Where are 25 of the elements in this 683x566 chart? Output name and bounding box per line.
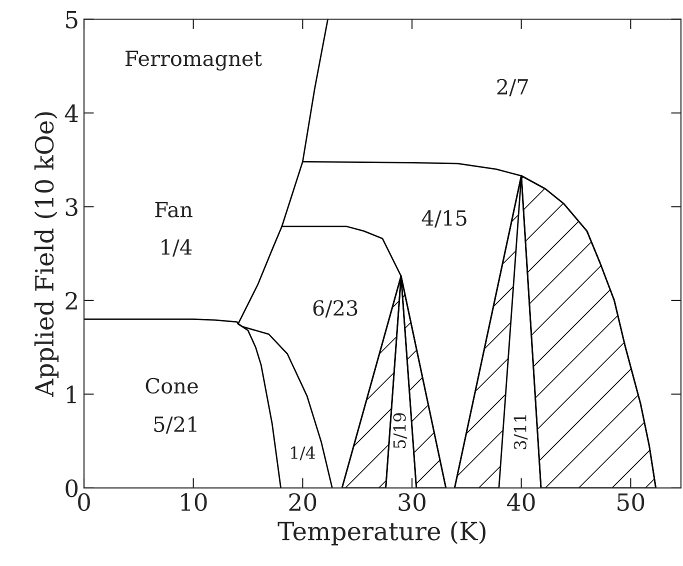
annotation: Cone	[146, 378, 198, 394]
x-tick-label: 50	[618, 493, 644, 512]
annotation: Fan	[155, 202, 192, 218]
annotation: 2/7	[497, 78, 528, 96]
y-tick-label: 5	[66, 11, 78, 29]
annotation: 4/15	[422, 210, 466, 228]
y-axis-title: Applied Field (10 kOe)	[34, 112, 59, 398]
x-axis-title: Temperature (K)	[278, 521, 486, 546]
y-tick-label: 4	[64, 104, 78, 122]
x-tick-label: 10	[181, 493, 207, 512]
annotation: 1/4	[291, 446, 316, 460]
annotation: 5/21	[154, 416, 196, 434]
x-tick-label: 40	[507, 493, 535, 512]
x-tick-label: 30	[398, 493, 426, 512]
y-tick-label: 2	[66, 292, 77, 310]
annotation: 6/23	[313, 300, 358, 318]
y-tick-label: 0	[66, 479, 78, 498]
x-tick-label: 20	[289, 493, 316, 512]
x-tick-label: 0	[78, 493, 90, 512]
y-tick-label: 1	[67, 386, 76, 404]
annotation: 3/11	[514, 415, 528, 450]
y-tick-label: 3	[66, 198, 78, 216]
annotation: 1/4	[162, 239, 192, 257]
annotation: 5/19	[393, 413, 408, 448]
annotation: Ferromagnet	[126, 50, 262, 71]
